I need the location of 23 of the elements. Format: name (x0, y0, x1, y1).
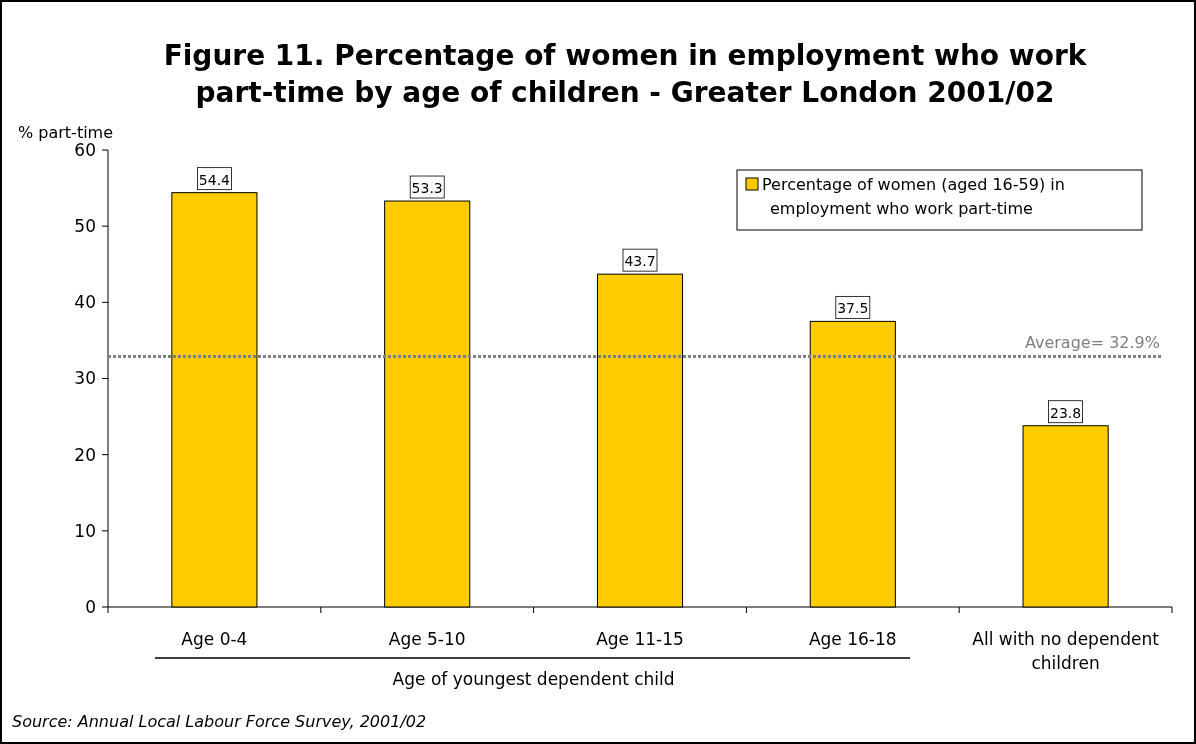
chart-title: Figure 11. Percentage of women in employment who work part-time by age of children - Greater London 2001/02 (163, 39, 1088, 109)
y-tick-label: 40 (74, 292, 96, 313)
data-label: 43.7 (624, 253, 656, 270)
source-note: Source: Annual Local Labour Force Survey, 2001/02 (12, 712, 427, 731)
data-label: 23.8 (1050, 404, 1082, 421)
y-tick-label: 0 (85, 596, 96, 617)
y-tick-label: 30 (74, 368, 96, 389)
x-axis-title: Age of youngest dependent child (392, 669, 675, 689)
y-tick-label: 10 (74, 520, 96, 541)
x-tick-label: Age 5-10 (388, 629, 466, 649)
y-axis-title: % part-time (18, 123, 114, 142)
y-tick-label: 20 (74, 444, 96, 465)
x-tick-label: Age 0-4 (181, 629, 248, 649)
y-tick-label: 50 (74, 216, 96, 237)
ref-line-label: Average= 32.9% (1024, 333, 1160, 353)
y-tick-label: 60 (74, 139, 96, 160)
legend-label: Percentage of women (aged 16-59) in employment who work part-time (762, 175, 1065, 218)
data-label: 53.3 (411, 180, 443, 197)
data-label: 54.4 (198, 171, 231, 188)
x-tick-label: Age 11-15 (596, 629, 684, 649)
data-label: 37.5 (837, 300, 869, 317)
x-tick-label: Age 16-18 (808, 629, 897, 649)
x-tick-label: All with no dependent children (972, 629, 1160, 673)
